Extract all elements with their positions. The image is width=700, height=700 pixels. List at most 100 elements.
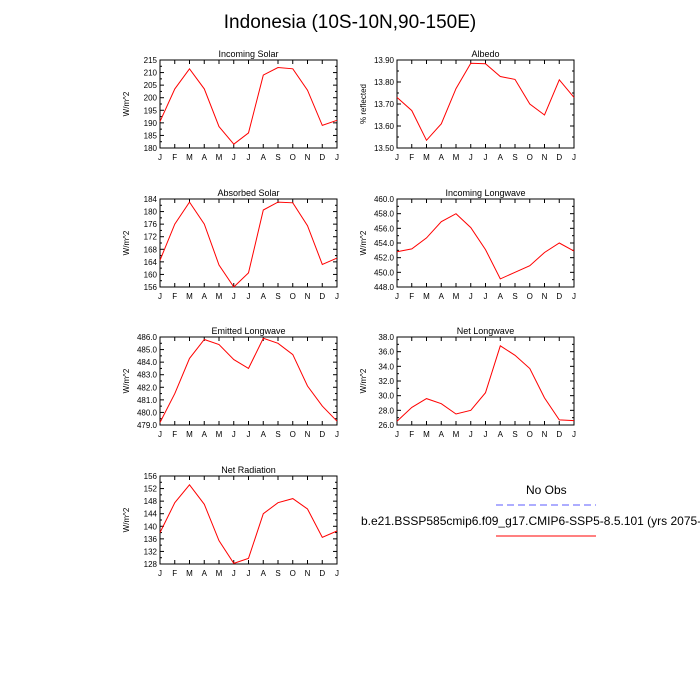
incoming-solar-xtick-label: J: [247, 153, 251, 162]
incoming-solar-ytick-label: 205: [144, 81, 158, 90]
net-radiation-xtick-label: A: [202, 569, 208, 578]
incoming-longwave-series-line: [396, 213, 575, 280]
net-radiation-xtick-label: J: [232, 569, 236, 578]
net-radiation-ytick-label: 128: [144, 560, 158, 569]
emitted-longwave-xtick-label: F: [172, 430, 177, 439]
emitted-longwave-xtick-label: M: [186, 430, 193, 439]
albedo-xtick-label: F: [409, 153, 414, 162]
net-longwave-xtick-label: A: [498, 430, 504, 439]
absorbed-solar-title: Absorbed Solar: [217, 188, 279, 198]
incoming-solar-ytick-label: 190: [144, 119, 158, 128]
emitted-longwave-xtick-label: N: [305, 430, 311, 439]
absorbed-solar-xtick-label: J: [232, 292, 236, 301]
albedo-xtick-label: N: [542, 153, 548, 162]
net-longwave-ylabel: W/m^2: [359, 368, 368, 393]
emitted-longwave-series-line: [159, 337, 338, 423]
albedo-xtick-label: D: [556, 153, 562, 162]
emitted-longwave-xtick-label: J: [232, 430, 236, 439]
absorbed-solar-xtick-label: S: [275, 292, 280, 301]
absorbed-solar-ytick-label: 176: [144, 220, 158, 229]
net-longwave-xtick-label: S: [512, 430, 517, 439]
emitted-longwave-ytick-label: 480.0: [137, 408, 158, 417]
incoming-longwave-ytick-label: 458.0: [374, 210, 395, 219]
net-radiation-xtick-label: D: [319, 569, 325, 578]
panel-incoming-solar: Incoming Solar 180 185 190 195 200 205 210 215 J F…: [122, 49, 339, 162]
net-longwave-ytick-label: 36.0: [378, 348, 394, 357]
absorbed-solar-xtick-label: A: [261, 292, 267, 301]
net-radiation-xtick-label: F: [172, 569, 177, 578]
panel-absorbed-solar: Absorbed Solar 156 160 164 168 172 176 180 184 J F…: [122, 188, 339, 301]
emitted-longwave-xtick-label: A: [202, 430, 208, 439]
incoming-solar-ytick-label: 185: [144, 131, 158, 140]
incoming-solar-xtick-label: D: [319, 153, 325, 162]
incoming-solar-ytick-label: 180: [144, 144, 158, 153]
incoming-solar-xtick-label: A: [202, 153, 208, 162]
absorbed-solar-series-line: [159, 201, 338, 288]
incoming-longwave-xtick-label: F: [409, 292, 414, 301]
albedo-xtick-label: J: [572, 153, 576, 162]
net-radiation-ytick-label: 144: [144, 510, 158, 519]
net-longwave-xtick-label: M: [423, 430, 430, 439]
absorbed-solar-xtick-label: J: [158, 292, 162, 301]
emitted-longwave-ytick-label: 479.0: [137, 421, 158, 430]
incoming-solar-xtick-label: J: [158, 153, 162, 162]
net-longwave-xtick-label: A: [439, 430, 445, 439]
incoming-longwave-xtick-label: A: [439, 292, 445, 301]
net-longwave-ytick-label: 26.0: [378, 421, 394, 430]
net-radiation-xtick-label: M: [216, 569, 223, 578]
albedo-xtick-label: J: [469, 153, 473, 162]
incoming-longwave-ylabel: W/m^2: [359, 230, 368, 255]
albedo-xtick-label: J: [395, 153, 399, 162]
net-radiation-xtick-label: M: [186, 569, 193, 578]
albedo-xtick-label: M: [423, 153, 430, 162]
emitted-longwave-xtick-label: J: [158, 430, 162, 439]
absorbed-solar-frame: [159, 198, 338, 288]
net-longwave-xtick-label: J: [484, 430, 488, 439]
emitted-longwave-frame: [159, 336, 338, 426]
net-radiation-xtick-label: J: [335, 569, 339, 578]
absorbed-solar-xtick-label: M: [216, 292, 223, 301]
net-longwave-ytick-label: 38.0: [378, 333, 394, 342]
net-radiation-frame: [159, 475, 338, 565]
absorbed-solar-ytick-label: 160: [144, 270, 158, 279]
emitted-longwave-xtick-label: D: [319, 430, 325, 439]
net-radiation-xtick-label: O: [290, 569, 296, 578]
net-radiation-xtick-label: N: [305, 569, 311, 578]
incoming-longwave-frame: [396, 198, 575, 288]
incoming-solar-series-line: [159, 66, 338, 145]
net-longwave-title: Net Longwave: [457, 326, 515, 336]
legend-obs-label: No Obs: [526, 483, 567, 497]
absorbed-solar-ytick-label: 156: [144, 283, 158, 292]
net-radiation-xtick-label: S: [275, 569, 280, 578]
emitted-longwave-xtick-label: J: [335, 430, 339, 439]
albedo-xtick-label: M: [453, 153, 460, 162]
emitted-longwave-xtick-label: J: [247, 430, 251, 439]
absorbed-solar-xtick-label: N: [305, 292, 311, 301]
absorbed-solar-ytick-label: 180: [144, 208, 158, 217]
panel-incoming-longwave: Incoming Longwave 448.0 450.0 452.0 454.0 456…: [359, 188, 576, 301]
incoming-longwave-xtick-label: J: [572, 292, 576, 301]
incoming-solar-ytick-label: 200: [144, 94, 158, 103]
net-longwave-xtick-label: M: [453, 430, 460, 439]
albedo-ytick-label: 13.60: [374, 122, 395, 131]
net-longwave-xtick-label: J: [395, 430, 399, 439]
incoming-solar-xtick-label: M: [186, 153, 193, 162]
albedo-ytick-label: 13.90: [374, 56, 395, 65]
incoming-longwave-ytick-label: 448.0: [374, 283, 395, 292]
incoming-solar-xtick-label: A: [261, 153, 267, 162]
albedo-ylabel: % reflected: [359, 84, 368, 124]
incoming-longwave-ytick-label: 452.0: [374, 254, 395, 263]
net-longwave-ytick-label: 32.0: [378, 377, 394, 386]
emitted-longwave-ytick-label: 486.0: [137, 333, 158, 342]
incoming-longwave-xtick-label: J: [469, 292, 473, 301]
absorbed-solar-xtick-label: F: [172, 292, 177, 301]
main-title: Indonesia (10S-10N,90-150E): [223, 12, 477, 33]
net-longwave-ytick-label: 30.0: [378, 392, 394, 401]
net-longwave-xtick-label: J: [469, 430, 473, 439]
incoming-solar-title: Incoming Solar: [218, 49, 278, 59]
albedo-xtick-label: A: [498, 153, 504, 162]
incoming-solar-xtick-label: N: [305, 153, 311, 162]
